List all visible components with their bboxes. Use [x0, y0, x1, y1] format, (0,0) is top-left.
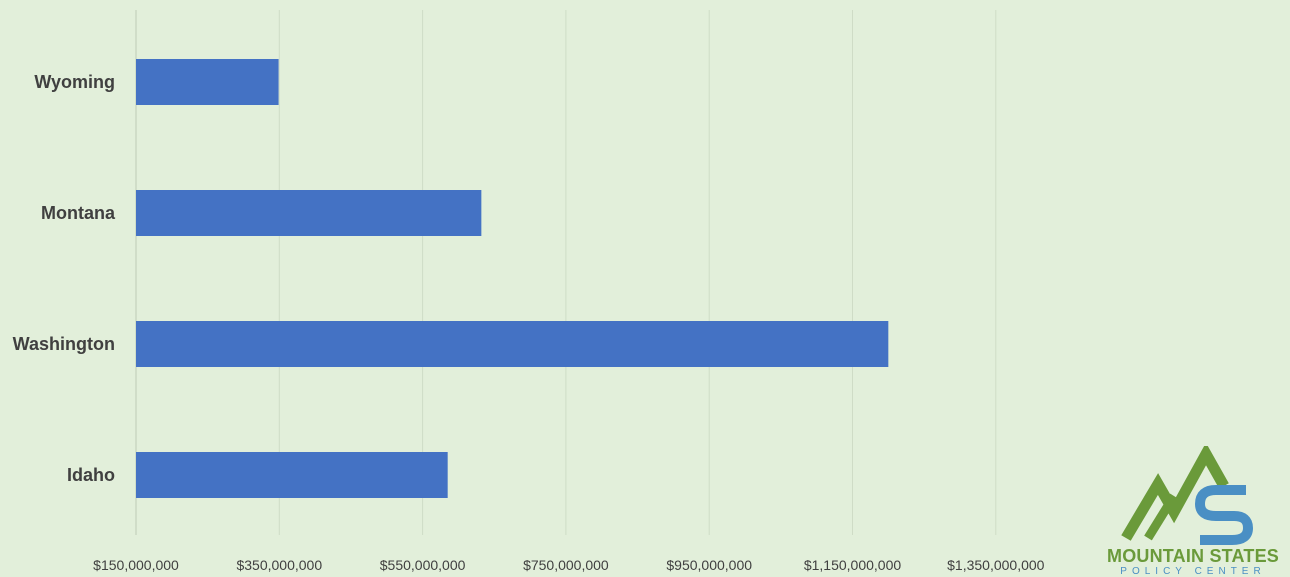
category-label: Idaho — [67, 465, 115, 485]
category-label: Washington — [13, 334, 115, 354]
bar-idaho — [136, 452, 448, 498]
logo-name: MOUNTAIN STATES — [1107, 546, 1279, 566]
x-tick-label: $150,000,000 — [93, 557, 179, 573]
x-tick-label: $1,350,000,000 — [947, 557, 1045, 573]
mountain-states-logo: MOUNTAIN STATES POLICY CENTER — [1096, 442, 1290, 577]
category-label: Montana — [41, 203, 116, 223]
x-tick-label: $750,000,000 — [523, 557, 609, 573]
bar-wyoming — [136, 59, 279, 105]
logo-subtitle: POLICY CENTER — [1120, 566, 1266, 577]
category-label: Wyoming — [34, 72, 115, 92]
x-tick-label: $950,000,000 — [666, 557, 752, 573]
x-tick-label: $350,000,000 — [236, 557, 322, 573]
x-tick-label: $550,000,000 — [380, 557, 466, 573]
mountain-logo-mark-icon — [1121, 442, 1254, 545]
bar-montana — [136, 190, 482, 236]
bar-washington — [136, 321, 889, 367]
x-tick-label: $1,150,000,000 — [804, 557, 902, 573]
